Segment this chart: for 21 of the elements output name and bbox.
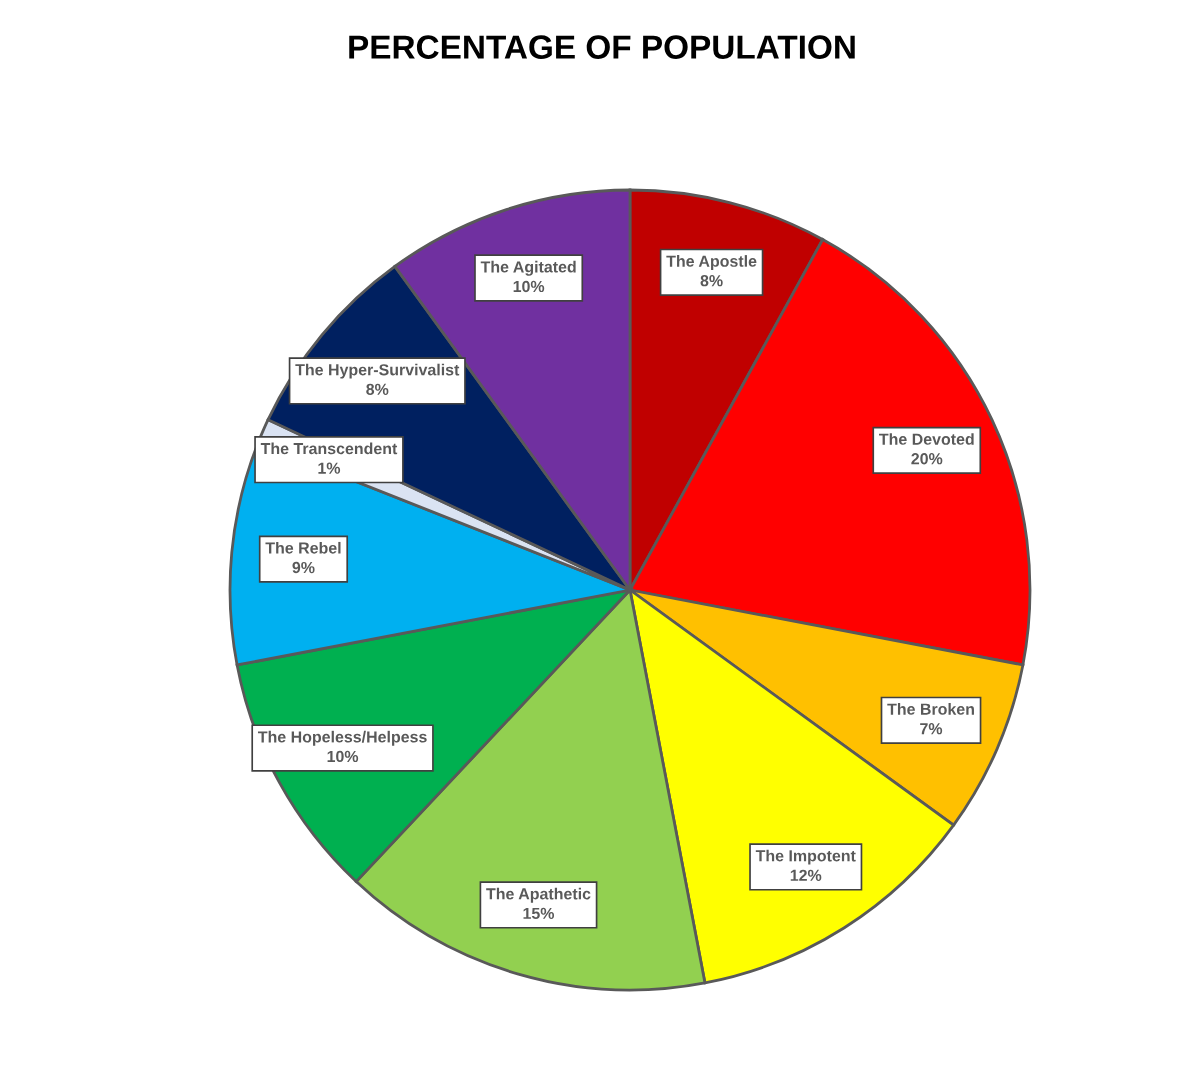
data-label: 7% [920,723,943,735]
slice-label: The Hyper-Survivalist [295,363,460,379]
slice-label: The Apostle [666,255,757,270]
slice-label: The Devoted [879,433,974,445]
slice-label: The Impotent [755,849,856,865]
slice-label: The Apathetic [486,887,591,903]
data-label: 20% [911,453,943,465]
slice-label: The Transcendent [260,442,398,455]
data-label: 8% [366,383,389,395]
data-label: 9% [292,561,315,574]
data-label: 10% [513,280,545,293]
data-label: 1% [318,462,341,474]
data-label: 8% [700,275,723,287]
slice-label: The Hopeless/Helpess [257,730,427,746]
data-label: 15% [523,907,555,920]
slice-label: The Broken [887,703,974,715]
slice-label: The Agitated [480,260,576,276]
slice-label: The Rebel [265,541,341,554]
data-label: 12% [790,869,822,881]
data-label: 10% [327,750,359,763]
chart-title: PERCENTAGE OF POPULATION [349,35,855,59]
